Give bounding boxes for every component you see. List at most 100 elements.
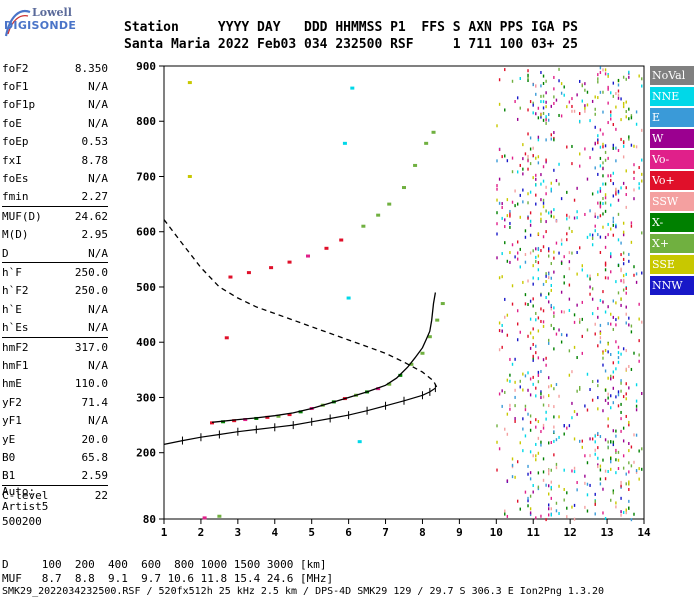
- noise-point: [537, 373, 540, 377]
- noise-point: [532, 83, 534, 87]
- noise-point: [594, 499, 596, 503]
- noise-point: [625, 272, 627, 276]
- noise-point: [602, 363, 604, 367]
- noise-point: [542, 478, 545, 482]
- noise-point: [607, 322, 609, 326]
- noise-point: [550, 507, 552, 511]
- param-label: h`E: [2, 302, 22, 316]
- param-label: foE: [2, 116, 22, 130]
- noise-point: [498, 148, 501, 152]
- noise-point: [529, 420, 532, 424]
- noise-point: [542, 201, 545, 205]
- noise-point: [635, 470, 638, 474]
- noise-point: [622, 274, 625, 278]
- noise-point: [548, 394, 550, 398]
- noise-point: [550, 181, 552, 185]
- noise-point: [527, 499, 529, 503]
- noise-point: [604, 310, 607, 314]
- param-value: N/A: [88, 246, 108, 260]
- logo-lowell: Lowell: [32, 6, 72, 19]
- param-value: N/A: [88, 302, 108, 316]
- noise-point: [617, 393, 620, 397]
- noise-point: [620, 389, 622, 393]
- noise-point: [568, 308, 571, 312]
- noise-point: [638, 449, 640, 453]
- noise-point: [612, 315, 615, 319]
- noise-point: [615, 105, 617, 109]
- noise-point: [625, 472, 627, 476]
- noise-point: [558, 251, 560, 255]
- noise-point: [625, 286, 627, 290]
- noise-point: [555, 466, 558, 470]
- noise-point: [542, 395, 545, 399]
- noise-point: [597, 446, 599, 450]
- param-value: 0.53: [81, 135, 109, 149]
- param-label: B1: [2, 469, 16, 483]
- noise-point: [576, 481, 578, 485]
- noise-point: [602, 68, 604, 72]
- noise-point: [540, 319, 542, 323]
- noise-point: [553, 75, 555, 79]
- noise-point: [522, 372, 524, 376]
- noise-point: [610, 174, 612, 178]
- noise-point: [628, 386, 630, 390]
- noise-point: [586, 461, 589, 465]
- noise-point: [604, 68, 607, 72]
- noise-point: [511, 284, 514, 288]
- noise-point: [617, 191, 620, 195]
- noise-point: [540, 113, 542, 117]
- noise-point: [529, 507, 532, 511]
- noise-point: [545, 410, 547, 414]
- noise-point: [607, 350, 609, 354]
- noise-point: [584, 109, 586, 113]
- noise-point: [542, 81, 545, 85]
- noise-point: [555, 179, 558, 183]
- param-value: 8.78: [81, 153, 109, 167]
- noise-point: [576, 303, 578, 307]
- param-row: hmF2 317.0: [2, 338, 108, 356]
- noise-point: [558, 484, 560, 488]
- noise-point: [599, 70, 602, 74]
- noise-point: [625, 291, 627, 295]
- noise-point: [589, 437, 591, 441]
- x-tick-label: 2: [198, 526, 205, 539]
- noise-point: [594, 434, 596, 438]
- noise-point: [622, 251, 625, 255]
- auto-artist: Artist5: [2, 500, 49, 513]
- x-tick-label: 9: [456, 526, 463, 539]
- noise-point: [550, 133, 552, 137]
- echo-point: [324, 246, 329, 250]
- param-row: h`F2 250.0: [2, 282, 108, 300]
- noise-point: [496, 256, 498, 260]
- noise-point: [591, 297, 594, 301]
- noise-point: [529, 450, 532, 454]
- noise-point: [540, 514, 542, 518]
- noise-point: [535, 177, 537, 181]
- noise-point: [617, 93, 620, 97]
- noise-point: [506, 159, 509, 163]
- noise-point: [584, 474, 586, 478]
- noise-point: [594, 142, 596, 146]
- noise-point: [560, 261, 563, 265]
- noise-point: [498, 78, 501, 82]
- noise-point: [516, 170, 519, 174]
- noise-point: [550, 104, 552, 108]
- noise-point: [522, 427, 524, 431]
- noise-point: [628, 482, 630, 486]
- noise-point: [622, 75, 625, 79]
- noise-point: [501, 155, 503, 159]
- noise-point: [511, 457, 514, 461]
- noise-point: [617, 83, 620, 87]
- noise-point: [622, 426, 625, 430]
- noise-point: [558, 182, 560, 186]
- noise-point: [625, 115, 627, 119]
- noise-point: [566, 506, 568, 510]
- noise-point: [628, 420, 630, 424]
- noise-point: [540, 94, 542, 98]
- param-row: M(D) 2.95: [2, 226, 108, 244]
- param-row: h`E N/A: [2, 300, 108, 318]
- echo-point: [387, 382, 392, 386]
- noise-point: [630, 330, 633, 334]
- noise-point: [558, 435, 560, 439]
- noise-point: [532, 154, 534, 158]
